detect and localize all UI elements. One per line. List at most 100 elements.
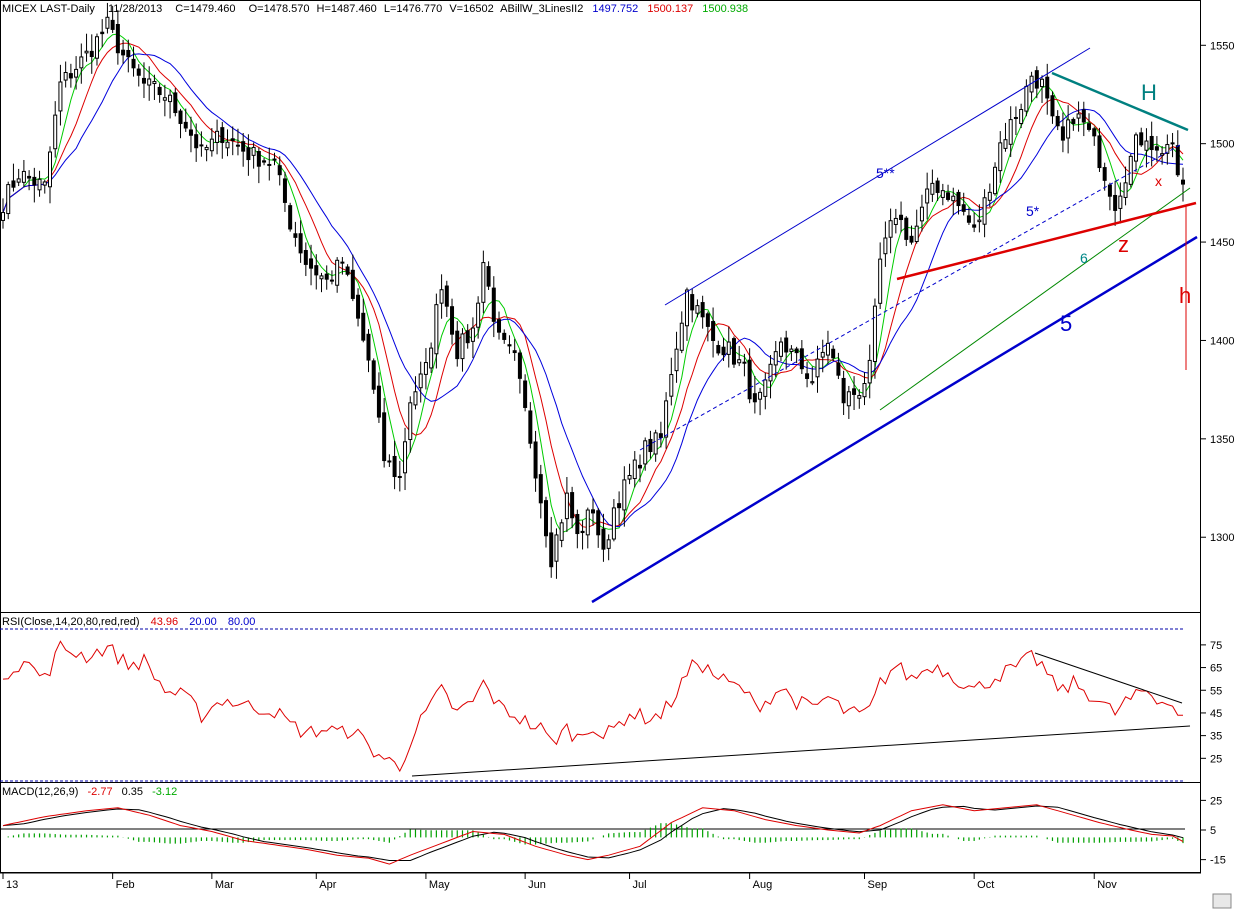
candle-body <box>998 142 1003 172</box>
candle-body <box>282 178 287 203</box>
candle-body <box>42 181 47 186</box>
candle-body <box>256 151 261 167</box>
candle-body <box>173 92 178 114</box>
candle-body <box>6 184 11 215</box>
candle-body <box>267 163 272 166</box>
month-tick-label: Sep <box>868 879 888 891</box>
candle-body <box>235 144 240 147</box>
candle-body <box>335 259 340 286</box>
macd-header: MACD(12,26,9) -2.77 0.35 -3.12 <box>2 786 177 798</box>
candle-body <box>632 459 637 480</box>
candle-body <box>852 388 857 395</box>
price-axis: 1550 1500 1450 1400 1350 1300 <box>1201 40 1234 544</box>
candle-body <box>288 205 293 230</box>
time-axis: 13 Feb Mar Apr May Jun Jul Aug Sep Oct Nov <box>2 873 1117 891</box>
candle-body <box>110 19 115 30</box>
candle-body <box>862 383 867 398</box>
candle-body <box>643 440 648 465</box>
candle-body <box>188 129 193 136</box>
candle-body <box>1097 135 1102 169</box>
candle-body <box>361 312 366 341</box>
candle-body <box>549 532 554 568</box>
candle-body <box>178 110 183 124</box>
candle-body <box>977 219 982 223</box>
candle-body <box>63 72 68 81</box>
candle-body <box>79 56 84 69</box>
ma-fast-line <box>2 33 1184 534</box>
candle-body <box>1118 195 1123 209</box>
candle-body <box>434 304 439 355</box>
candle-body <box>376 385 381 418</box>
candle-body <box>690 294 695 311</box>
candle-body <box>94 36 99 59</box>
candle-body <box>904 217 909 240</box>
candle-body <box>1050 95 1055 117</box>
teal-resistance-line <box>1051 71 1189 132</box>
price-tick-label: 1500 <box>1210 139 1234 151</box>
candle-body <box>502 332 507 340</box>
candle-body <box>1045 76 1050 99</box>
candle-body <box>1165 144 1170 154</box>
candle-body <box>591 509 595 514</box>
wave-6-line <box>879 187 1191 411</box>
candle-body <box>517 352 522 379</box>
macd-label: MACD(12,26,9) <box>2 786 78 798</box>
header-ind-v2: 1500.137 <box>647 3 693 15</box>
candle-body <box>1170 142 1175 145</box>
candle-body <box>664 400 669 438</box>
macd-v2: 0.35 <box>122 786 143 798</box>
macd-histogram <box>7 823 1184 845</box>
candle-body <box>476 302 481 328</box>
price-panel-frame <box>0 0 1201 613</box>
candle-body <box>429 347 434 369</box>
rsi-tick-label: 25 <box>1210 753 1222 765</box>
candle-body <box>935 180 940 193</box>
candle-body <box>157 86 162 96</box>
candle-body <box>230 138 235 142</box>
candle-body <box>460 333 465 360</box>
candle-body <box>700 302 705 318</box>
candle-body <box>194 134 199 149</box>
candle-body <box>1 212 5 221</box>
candle-body <box>1076 113 1081 119</box>
candle-body <box>575 513 580 535</box>
candle-body <box>899 214 904 221</box>
candle-body <box>810 381 815 384</box>
candle-body <box>152 81 157 85</box>
candle-body <box>544 500 549 537</box>
price-tick-label: 1550 <box>1210 40 1234 52</box>
candle-body <box>580 530 585 534</box>
candle-body <box>533 441 538 479</box>
candle-body <box>679 322 684 351</box>
rsi-value: 43.96 <box>151 616 179 628</box>
macd-v1: -2.77 <box>87 786 112 798</box>
candlesticks <box>1 2 1185 579</box>
candle-body <box>277 165 282 176</box>
candle-body <box>199 144 204 147</box>
candle-body <box>716 345 721 354</box>
rsi-path <box>2 640 1184 773</box>
candle-body <box>100 31 105 35</box>
candle-body <box>1134 134 1139 162</box>
candle-body <box>126 49 131 58</box>
candle-body <box>1087 123 1092 130</box>
price-tick-label: 1450 <box>1210 237 1234 249</box>
candle-body <box>1003 139 1008 149</box>
rsi-line <box>2 640 1184 773</box>
candle-body <box>1123 182 1128 198</box>
scroll-button[interactable] <box>1212 893 1232 909</box>
candle-body <box>1149 135 1154 151</box>
candle-body <box>925 188 930 204</box>
candle-body <box>585 509 590 536</box>
candle-body <box>329 279 334 282</box>
candle-body <box>183 121 188 129</box>
candle-body <box>350 269 355 299</box>
candle-body <box>1055 115 1060 127</box>
candle-body <box>136 68 141 76</box>
candle-body <box>115 23 120 54</box>
candle-body <box>993 166 998 195</box>
candle-body <box>538 474 543 504</box>
candle-body <box>878 258 883 304</box>
candle-body <box>1066 119 1071 139</box>
